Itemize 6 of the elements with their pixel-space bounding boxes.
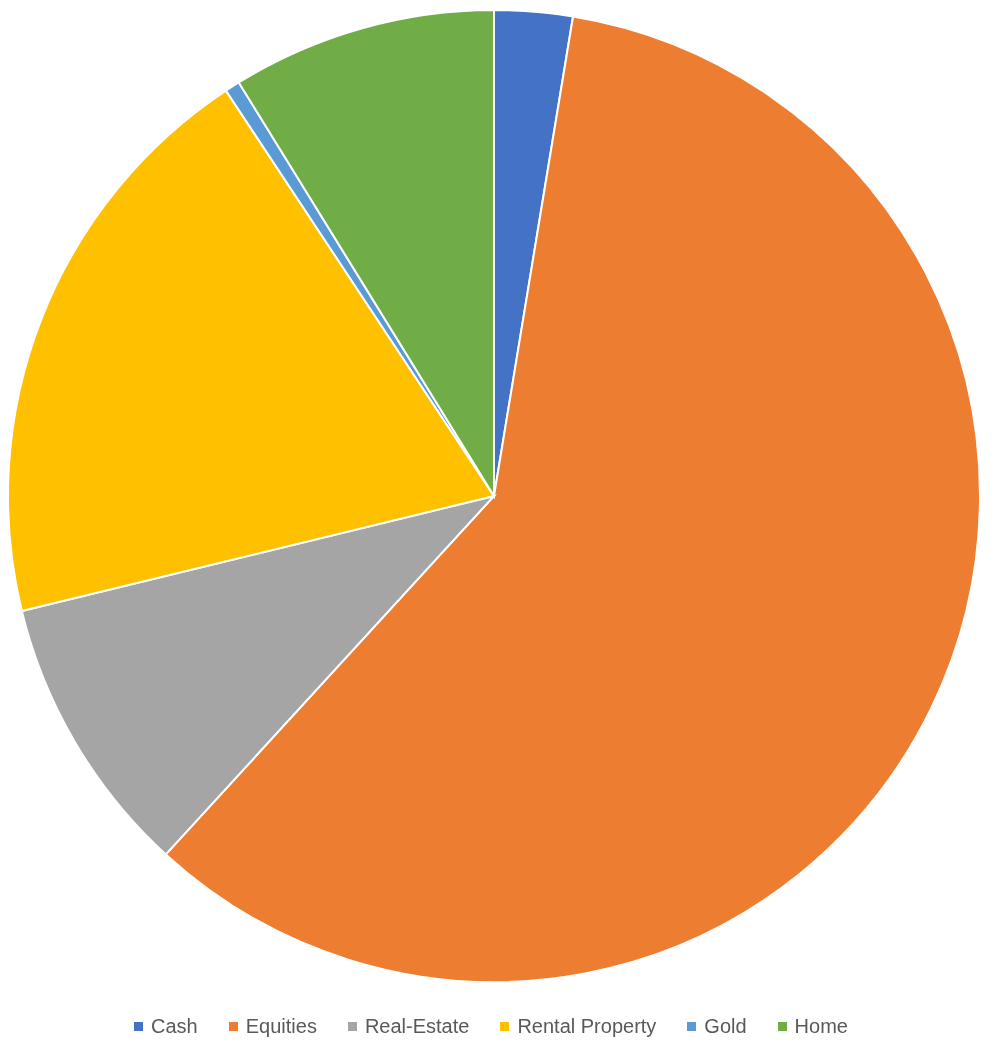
legend-label: Rental Property bbox=[517, 1014, 657, 1038]
slice-label: Equities bbox=[245, 1014, 317, 1038]
legend-label: Real-Estate bbox=[364, 1014, 470, 1038]
legend-label: Cash bbox=[151, 1014, 198, 1038]
legend-label: Gold bbox=[704, 1014, 747, 1038]
legend-label: Home bbox=[794, 1014, 848, 1038]
